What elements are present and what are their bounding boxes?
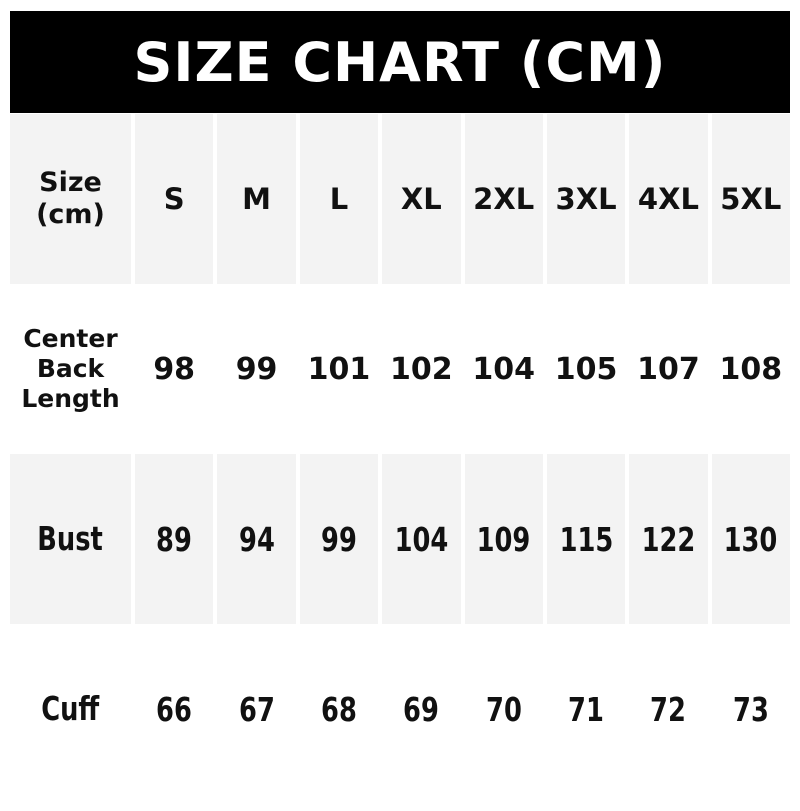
cell-value: 105 bbox=[554, 351, 618, 387]
size-column-header: 4XL bbox=[629, 114, 708, 284]
cell-value: 109 bbox=[464, 454, 543, 624]
size-column-header: XL bbox=[382, 114, 461, 284]
cell-value: 72 bbox=[650, 689, 687, 729]
cell-value: 67 bbox=[238, 689, 275, 729]
size-chart-page: SIZE CHART (CM) Size (cm) S M L XL 2XL 3… bbox=[0, 11, 800, 811]
cell-value: 99 bbox=[299, 454, 379, 624]
size-column-header: S bbox=[135, 114, 214, 284]
row-label-cell: Center Back Length bbox=[10, 284, 131, 454]
row-label: Cuff bbox=[41, 689, 100, 729]
cell-value: 104 bbox=[472, 351, 535, 387]
size-chart-table: Size (cm) S M L XL 2XL 3XL 4XL 5XL Cente… bbox=[10, 114, 790, 794]
cell-value: 70 bbox=[485, 689, 522, 729]
cell-value: 71 bbox=[568, 689, 604, 729]
size-column-header: 5XL bbox=[711, 114, 790, 284]
cell-value: 73 bbox=[732, 689, 769, 729]
table-row-sizes: Size (cm) S M L XL 2XL 3XL 4XL 5XL bbox=[10, 114, 790, 284]
cell-value: 69 bbox=[403, 689, 440, 729]
size-column-header: 3XL bbox=[546, 114, 626, 284]
size-column-header: 2XL bbox=[464, 114, 543, 284]
size-column-header: M bbox=[217, 114, 296, 284]
cell-value: 115 bbox=[546, 454, 626, 624]
corner-header-cell: Size (cm) bbox=[10, 114, 131, 284]
cell-value: 68 bbox=[321, 689, 357, 729]
cell-value: 99 bbox=[235, 351, 278, 387]
row-label: Bust bbox=[37, 519, 104, 559]
row-label: Center Back Length bbox=[21, 324, 120, 413]
cell-value: 122 bbox=[629, 454, 708, 624]
row-label-cell: Bust bbox=[10, 454, 131, 624]
cell-value: 89 bbox=[135, 454, 214, 624]
table-row-cuff: Cuff 66 67 68 69 70 71 72 73 bbox=[10, 624, 790, 794]
row-label-cell: Cuff bbox=[10, 624, 131, 794]
title-bar: SIZE CHART (CM) bbox=[10, 11, 790, 113]
cell-value: 98 bbox=[153, 351, 196, 387]
cell-value: 101 bbox=[307, 351, 371, 387]
cell-value: 104 bbox=[382, 454, 461, 624]
cell-value: 94 bbox=[217, 454, 296, 624]
table-row-center-back-length: Center Back Length 98 99 101 102 104 105… bbox=[10, 284, 790, 454]
cell-value: 107 bbox=[637, 351, 700, 387]
cell-value: 102 bbox=[390, 351, 453, 387]
table-row-bust: Bust 89 94 99 104 109 115 122 130 bbox=[10, 454, 790, 624]
corner-label-line1: Size bbox=[39, 166, 102, 198]
cell-value: 108 bbox=[719, 351, 783, 387]
page-title: SIZE CHART (CM) bbox=[133, 30, 667, 94]
corner-label-line2: (cm) bbox=[36, 199, 105, 230]
cell-value: 66 bbox=[156, 689, 193, 729]
size-column-header: L bbox=[299, 114, 379, 284]
cell-value: 130 bbox=[711, 454, 790, 624]
